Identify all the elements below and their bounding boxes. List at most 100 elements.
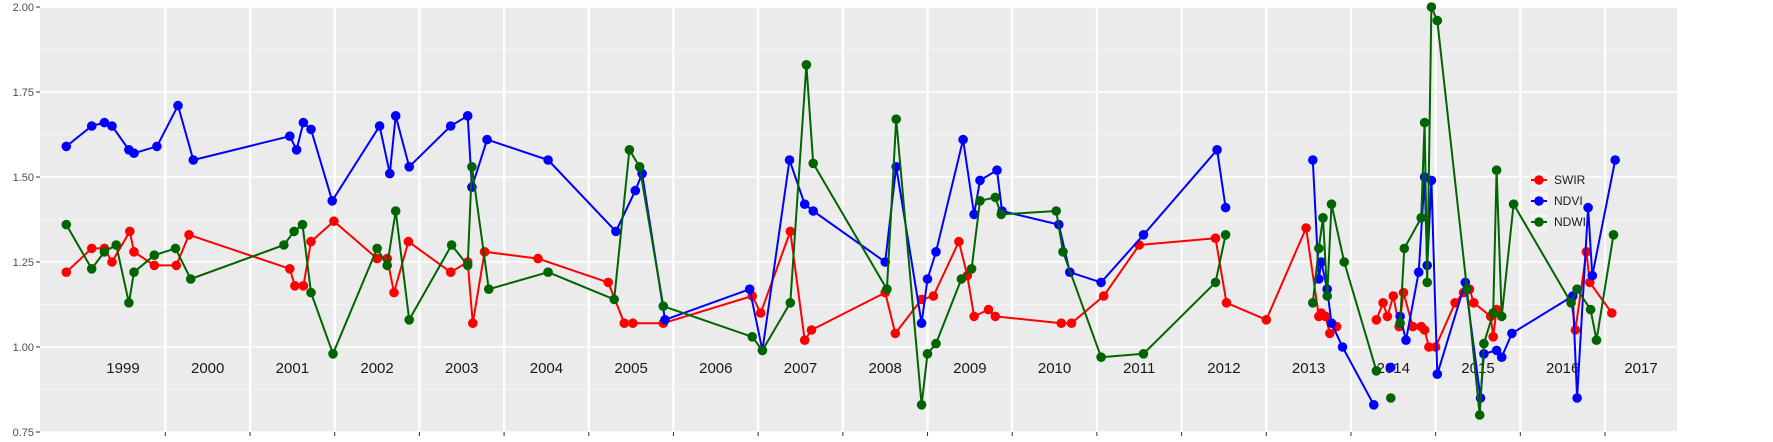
ndwi-point <box>1058 247 1068 257</box>
swir-point <box>806 325 817 335</box>
swir-point <box>306 236 316 247</box>
ndwi-point <box>634 162 645 172</box>
y-tick-label: 1.25 <box>13 257 34 269</box>
swir-point <box>1098 291 1109 301</box>
ndvi-point <box>86 121 97 131</box>
ndvi-point <box>1386 362 1396 373</box>
swir-point <box>628 318 638 329</box>
ndwi-point <box>1220 230 1231 240</box>
ndwi-point <box>1419 117 1430 128</box>
year-label-2003: 2003 <box>445 360 478 377</box>
ndwi-point <box>1322 291 1332 301</box>
series-ndwi <box>61 2 1619 420</box>
ndvi-point <box>173 100 183 111</box>
year-labels: 1999 2000 2001 2002 2003 2004 2005 2006 2007 2008… <box>106 360 1657 377</box>
ndwi-point <box>99 247 110 257</box>
swir-point <box>533 253 543 264</box>
ndwi-point <box>757 345 768 356</box>
ndwi-point <box>86 264 97 274</box>
ndvi-point <box>744 284 755 295</box>
year-label-2002: 2002 <box>360 360 393 377</box>
ndwi-point <box>306 287 316 298</box>
ndwi-point <box>1608 230 1619 240</box>
ndwi-point <box>372 243 382 254</box>
swir-point <box>755 308 766 318</box>
ndvi-point <box>306 124 316 135</box>
swir-point <box>1378 298 1388 308</box>
ndvi-point <box>916 318 927 329</box>
swir-point <box>1419 325 1430 335</box>
ndwi-point <box>1566 298 1576 308</box>
ndwi-point <box>801 60 812 70</box>
y-tick-label: 0.75 <box>13 427 34 439</box>
year-label-2013: 2013 <box>1292 360 1325 377</box>
ndwi-point <box>382 260 393 271</box>
swir-point <box>329 216 339 226</box>
swir-point <box>445 267 456 278</box>
series-layer <box>61 2 1620 420</box>
ndvi-point <box>1413 267 1424 278</box>
year-label-2008: 2008 <box>868 360 901 377</box>
ndvi-point <box>61 141 72 152</box>
swir-point <box>1325 328 1335 339</box>
swir-point <box>954 236 964 247</box>
ndvi-point <box>958 134 968 145</box>
year-label-2009: 2009 <box>953 360 986 377</box>
legend-label: NDWI <box>1554 215 1586 229</box>
ndwi-point <box>279 240 289 250</box>
legend-item-ndvi: NDVI <box>1530 192 1583 210</box>
ndwi-point <box>1426 2 1437 12</box>
swir-point <box>107 257 117 267</box>
ndwi-point <box>390 206 401 216</box>
ndvi-point <box>152 141 162 152</box>
y-axis: 0.75 1.00 1.25 1.50 1.75 2.00 <box>13 2 1606 439</box>
ndwi-point <box>1138 349 1149 359</box>
ndwi-point <box>1395 318 1405 329</box>
year-label-2000: 2000 <box>191 360 224 377</box>
swir-point <box>1382 311 1393 322</box>
ndwi-point <box>1399 243 1410 254</box>
ndvi-point <box>969 209 979 220</box>
ndwi-point <box>1386 393 1396 403</box>
ndwi-point <box>882 284 892 295</box>
ndwi-point <box>185 274 196 284</box>
swir-point <box>1056 318 1067 329</box>
ndwi-point <box>170 243 181 254</box>
year-label-2005: 2005 <box>614 360 647 377</box>
swir-point <box>799 335 810 346</box>
ndwi-point <box>1318 213 1328 223</box>
ndwi-point <box>297 219 308 230</box>
ndwi-point <box>1339 257 1349 267</box>
ndwi-point <box>1572 284 1582 295</box>
ndwi-point <box>484 284 494 295</box>
swir-point <box>389 287 399 298</box>
swir-point <box>1210 233 1221 243</box>
swir-point <box>1398 287 1409 298</box>
year-label-2010: 2010 <box>1038 360 1071 377</box>
ndvi-point <box>374 121 385 131</box>
swir-point <box>1066 318 1077 329</box>
ndwi-point <box>658 301 669 312</box>
ndvi-point <box>975 175 985 186</box>
ndvi-point <box>1316 257 1327 267</box>
ndwi-point <box>61 219 72 230</box>
y-tick-label: 1.75 <box>13 87 34 99</box>
legend-label: SWIR <box>1554 173 1586 187</box>
swir-point <box>1408 321 1418 332</box>
swir-point <box>298 281 309 291</box>
ndvi-point <box>1507 328 1517 339</box>
swir-point <box>125 226 135 237</box>
ndwi-point <box>785 298 796 308</box>
ndvi-point <box>462 111 473 121</box>
y-tick-label: 1.50 <box>13 172 34 184</box>
swir-point <box>1469 298 1479 308</box>
ndvi-point <box>784 155 795 165</box>
ndvi-point <box>107 121 117 131</box>
ndwi-point <box>1051 206 1061 216</box>
swir-point <box>928 291 939 301</box>
ndwi-point <box>328 349 338 359</box>
year-label-2006: 2006 <box>699 360 732 377</box>
swir-point <box>990 311 1001 322</box>
swir-point <box>1221 298 1232 308</box>
